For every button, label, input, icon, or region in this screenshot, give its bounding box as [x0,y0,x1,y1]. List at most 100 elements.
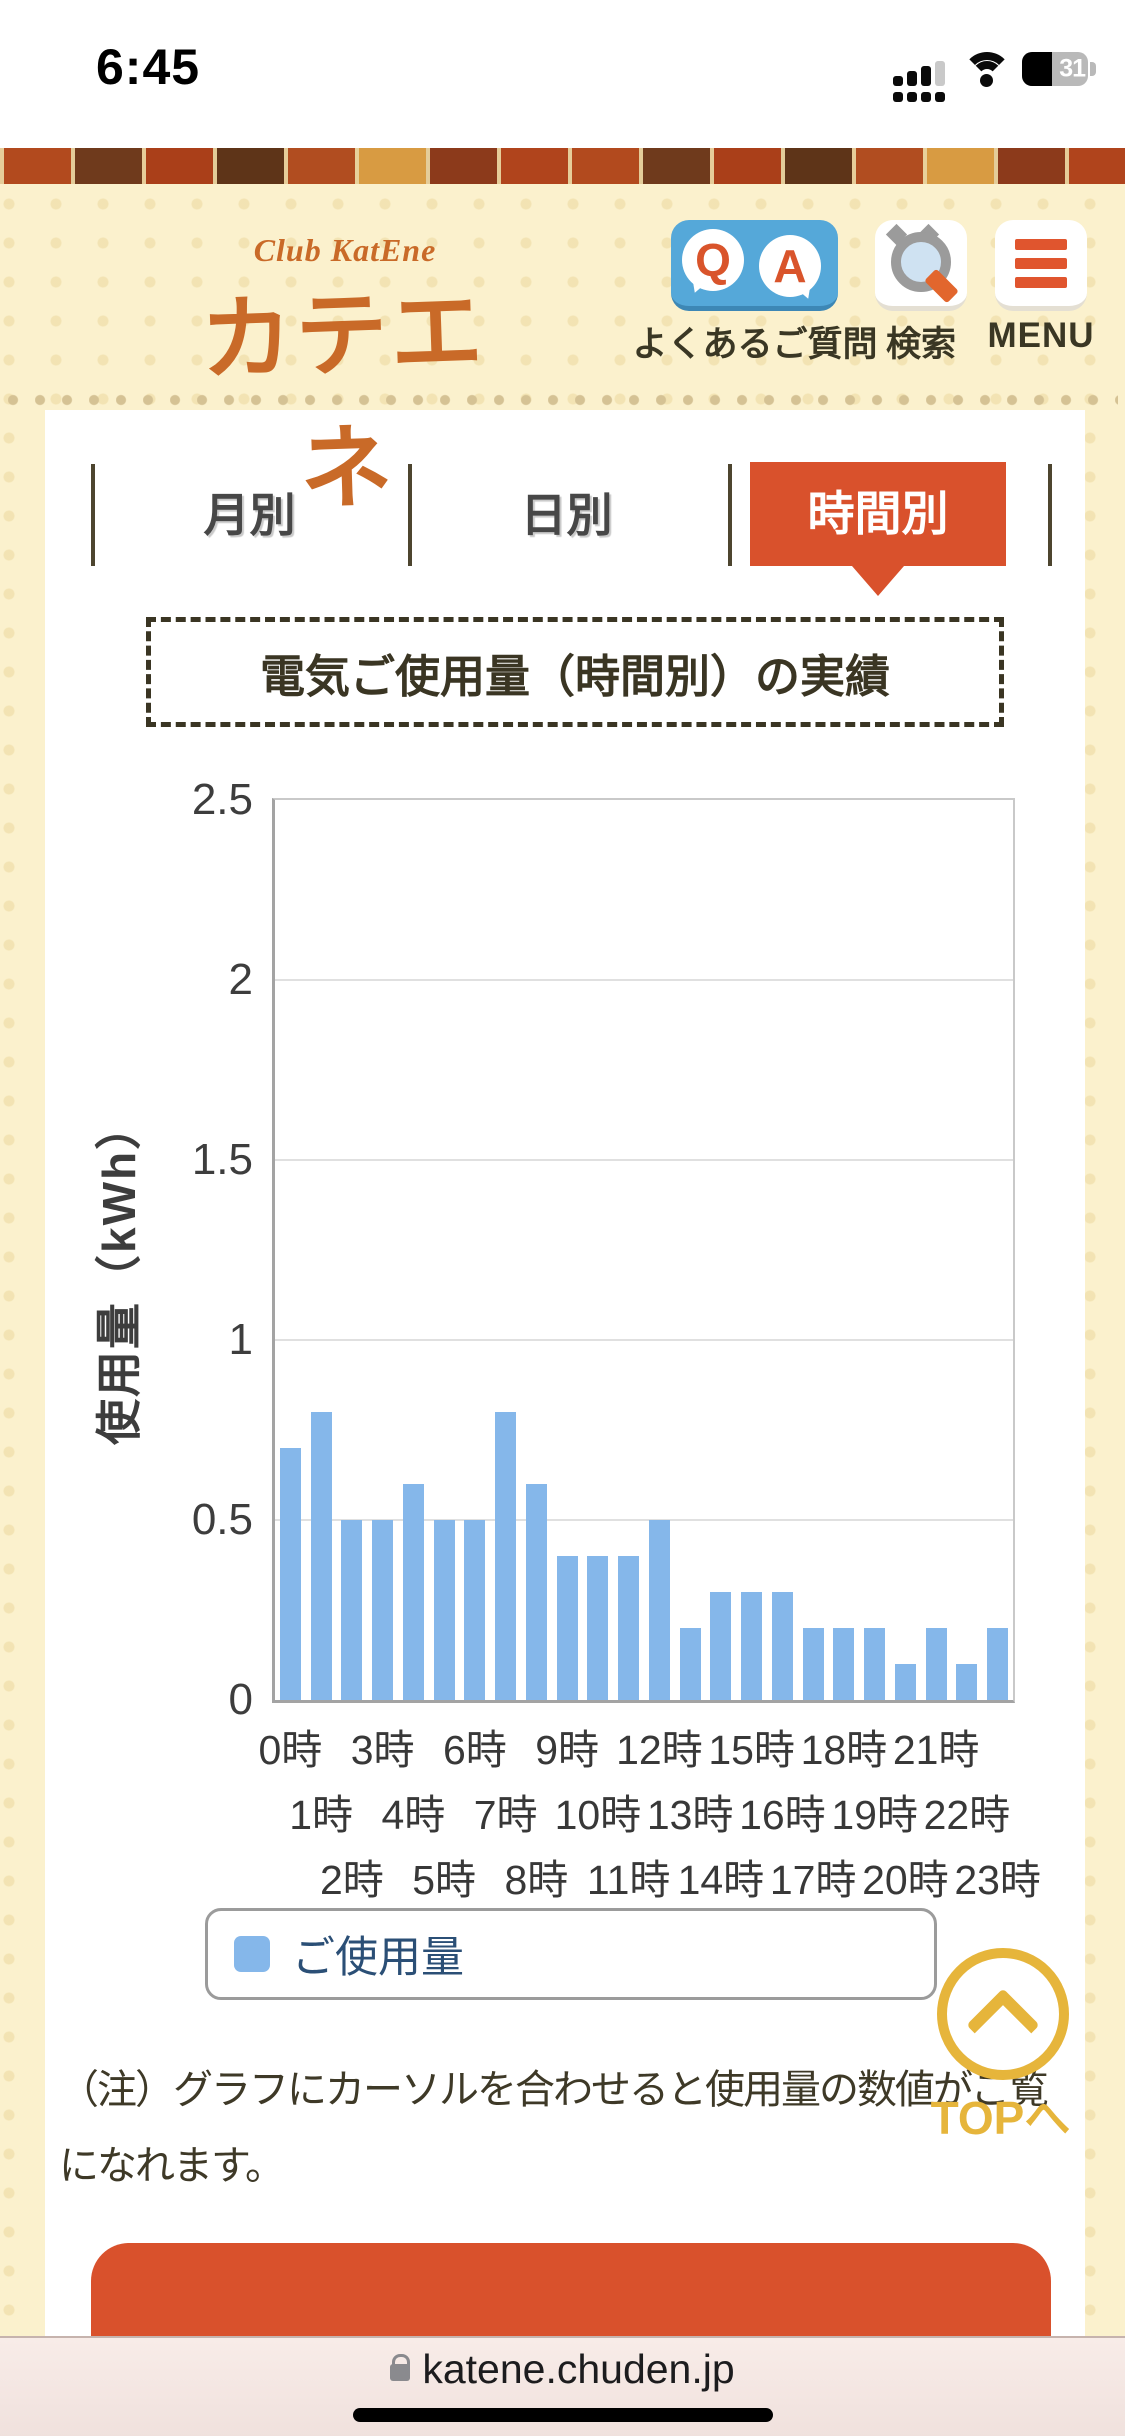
tab-monthly[interactable]: 月別 [203,489,296,541]
tab-separator [408,464,412,566]
x-tick-label: 13時 [646,1792,734,1838]
wifi-icon [962,52,1012,92]
battery-percent: 31 [1059,54,1086,83]
chart-bar[interactable] [894,1664,916,1700]
chart-bar[interactable] [987,1628,1009,1700]
qa-q-bubble-icon: Q [682,229,744,291]
chart-bar[interactable] [741,1592,763,1700]
chart-bar[interactable] [618,1556,640,1700]
magnifier-handle-icon [924,268,959,304]
lock-icon [390,2354,411,2381]
x-tick-label: 9時 [535,1727,600,1773]
logo-script-text: Club KatEne [253,232,437,268]
x-tick-label: 12時 [616,1727,703,1773]
y-tick-label: 1 [228,1315,253,1364]
legend-label: ご使用量 [292,1934,464,1982]
chart-bar[interactable] [372,1520,394,1700]
x-tick-label: 7時 [473,1792,538,1838]
hamburger-icon [1015,238,1067,250]
y-axis-title: 使用量（kWh） [93,1101,145,1445]
chart-bar[interactable] [495,1412,517,1700]
x-tick-label: 10時 [554,1792,642,1838]
browser-bottom-bar: katene.chuden.jp [0,2336,1125,2436]
x-tick-label: 2時 [319,1857,384,1903]
gridline [275,1519,1013,1521]
address-bar[interactable]: katene.chuden.jp [0,2346,1125,2393]
y-tick-label: 1.5 [191,1135,253,1184]
browser-domain: katene.chuden.jp [422,2346,735,2392]
x-tick-label: 6時 [442,1727,507,1773]
search-icon [891,232,951,292]
chart-bar[interactable] [525,1484,547,1700]
menu-button[interactable] [995,220,1087,311]
note-line: （注）グラフにカーソルを合わせると使用量の数値がご覧 [59,2068,1049,2112]
plot-area: 2.5 2 1.5 1 0.5 0 0時 1時 2時 3時 4時 5時 6時 7時 8時 9時 10時 11時 12… [192,776,1041,1904]
chevron-up-icon [966,1988,1040,2062]
tab-separator [1048,464,1052,566]
chart-bar[interactable] [587,1556,609,1700]
qa-a-bubble-icon: A [759,235,821,297]
y-tick-label: 0 [228,1675,253,1724]
home-indicator[interactable] [352,2408,773,2422]
battery-body: 31 [1022,52,1088,86]
tab-hourly-active[interactable]: 時間別 [750,462,1006,566]
status-bar: 6:45 31 [0,0,1125,148]
chart-bar[interactable] [833,1628,855,1700]
content-card: 月別 日別 時間別 電気ご使用量（時間別）の実績 使用量（kWh） 2.5 2 1.… [45,410,1085,2436]
chart-bar[interactable] [402,1484,424,1700]
tab-separator [91,464,95,566]
x-tick-label: 4時 [381,1792,446,1838]
battery-fill [1022,52,1052,86]
x-tick-label: 5時 [412,1857,477,1903]
y-tick-label: 2 [228,955,253,1004]
chart-legend: ご使用量 [205,1908,937,2000]
chart-bar[interactable] [648,1520,670,1700]
chart-bar[interactable] [679,1628,701,1700]
battery-icon: 31 [1022,52,1096,86]
chart-bar[interactable] [310,1412,332,1700]
back-to-top-button[interactable] [937,1948,1069,2080]
menu-label: MENU [987,316,1095,355]
gridline [275,1339,1013,1341]
brick-tile-border [0,148,1125,184]
chart-bar[interactable] [802,1628,824,1700]
search-label: 検索 [885,325,956,364]
chart-bar[interactable] [464,1520,486,1700]
gridline [275,979,1013,981]
legend-swatch [234,1936,270,1972]
x-tick-label: 20時 [862,1857,949,1903]
chart-bar[interactable] [433,1520,455,1700]
chart-bar[interactable] [925,1628,947,1700]
faq-button[interactable]: Q A [671,220,838,311]
chart-bar[interactable] [279,1448,301,1700]
x-tick-label: 16時 [739,1792,826,1838]
section-title: 電気ご使用量（時間別）の実績 [146,617,1004,727]
chart-bar[interactable] [556,1556,578,1700]
dotted-separator [8,394,1118,407]
note-line: になれます。 [59,2144,285,2188]
battery-nub [1090,62,1096,76]
x-tick-label: 8時 [504,1857,569,1903]
chart-note: （注）グラフにカーソルを合わせると使用量の数値がご覧 になれます。 [59,2052,1071,2204]
site-logo[interactable]: Club KatEne カテエネ [170,232,520,527]
x-tick-label: 11時 [586,1857,671,1903]
tab-separator [728,464,732,566]
tab-daily[interactable]: 日別 [520,489,613,541]
chart-bar[interactable] [341,1520,363,1700]
chart-bar[interactable] [771,1592,793,1700]
y-tick-label: 0.5 [191,1495,253,1544]
x-tick-label: 23時 [954,1857,1041,1903]
x-tick-label: 0時 [258,1727,323,1773]
chart-bar[interactable] [710,1592,732,1700]
chart-bar[interactable] [956,1664,978,1700]
search-button[interactable] [875,220,967,311]
back-to-top-label[interactable]: TOPへ [930,2092,1071,2144]
x-tick-label: 18時 [800,1727,888,1773]
chart-bar[interactable] [864,1628,886,1700]
x-tick-label: 1時 [289,1792,354,1838]
x-tick-label: 22時 [923,1792,1011,1838]
x-tick-label: 14時 [677,1857,765,1903]
status-time: 6:45 [96,39,201,95]
faq-label: よくあるご質問 [632,325,878,364]
